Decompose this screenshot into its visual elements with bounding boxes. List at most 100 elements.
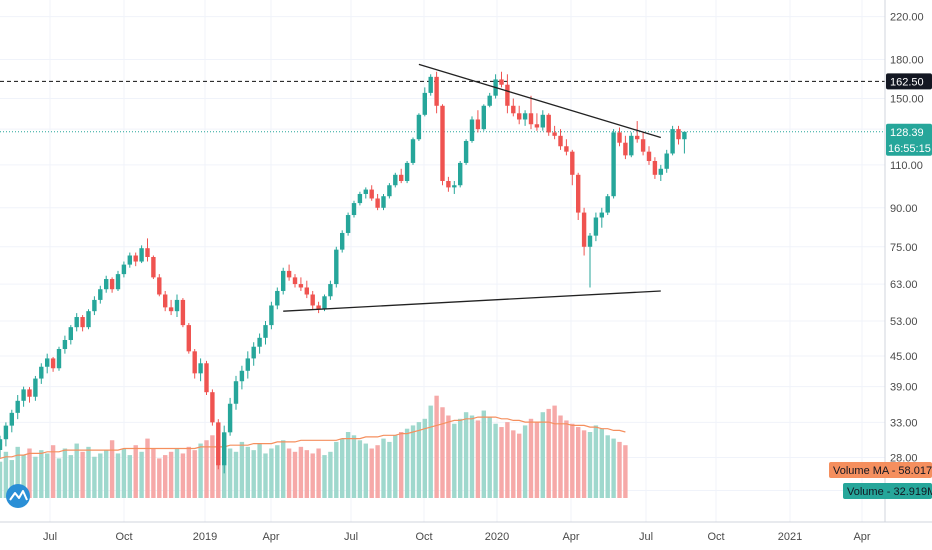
candle-body — [623, 142, 628, 156]
candle-body — [546, 114, 551, 133]
volume-bar — [322, 455, 327, 498]
candle-body — [658, 168, 663, 175]
volume-bar — [80, 451, 85, 498]
logo-mark — [9, 490, 28, 501]
candle-body — [174, 299, 180, 312]
volume-bar — [599, 428, 604, 498]
tradingview-logo-icon[interactable] — [6, 484, 30, 508]
volume-bar — [446, 415, 451, 498]
candle-body — [635, 135, 640, 140]
volume-bar — [534, 422, 540, 498]
candle-body — [587, 235, 593, 247]
price-tick-label: 90.00 — [890, 203, 918, 215]
volume-bar — [198, 443, 203, 498]
volume-bar — [351, 435, 357, 498]
volume-legend[interactable]: Volume - 32.919M — [843, 483, 932, 499]
candle-body — [292, 277, 298, 285]
candle-body — [92, 299, 97, 312]
volume-bar — [269, 448, 274, 498]
candle-body — [599, 212, 604, 218]
candle-body — [56, 349, 62, 369]
resistance-trendline[interactable] — [418, 63, 661, 139]
candle-body — [540, 114, 545, 128]
volume-bar — [422, 418, 427, 498]
volume-bar — [570, 423, 575, 498]
candle-body — [481, 105, 486, 130]
candle-body — [351, 203, 357, 216]
candle-body — [340, 232, 345, 250]
candle-body — [233, 381, 239, 404]
candle-body — [68, 327, 73, 341]
candle-body — [62, 340, 68, 350]
candle-body — [192, 351, 197, 374]
time-axis[interactable]: Jul Oct 2019 Apr Jul Oct 2020 Apr Jul Oct 2021 Apr — [0, 521, 932, 543]
candle-body — [469, 119, 475, 141]
candle-body — [511, 105, 516, 114]
high-price-tag: 162.50 — [886, 73, 932, 90]
volume-legend-text: Volume - 32.919M — [847, 486, 932, 498]
volume-bar — [133, 445, 138, 498]
volume-bar — [62, 448, 68, 498]
candle-body — [109, 279, 115, 290]
last-price-tag-text: 128.39 — [890, 127, 924, 139]
candle-body — [404, 162, 410, 182]
volume-bar — [475, 420, 481, 498]
candle-body — [157, 277, 162, 295]
time-tick-label: 2020 — [485, 531, 509, 543]
candle-body — [328, 284, 333, 297]
volume-ma-legend[interactable]: Volume MA - 58.017M — [829, 462, 932, 478]
candle-body — [446, 181, 451, 188]
volume-bar — [15, 446, 20, 498]
candle-body — [381, 196, 386, 208]
candle-body — [39, 366, 44, 379]
candle-body — [393, 174, 398, 186]
volume-bar — [440, 407, 445, 498]
volume-bar — [487, 417, 492, 498]
candle-body — [21, 389, 26, 401]
volume-bar — [558, 415, 563, 498]
volume-bar — [375, 445, 380, 498]
candle-body — [281, 270, 286, 291]
candle-body — [434, 76, 439, 106]
volume-bar — [275, 445, 280, 498]
candle-body — [304, 287, 309, 295]
volume-bar — [109, 440, 115, 498]
volume-bar — [127, 455, 132, 498]
volume-bar — [27, 448, 32, 498]
candle-body — [180, 299, 186, 326]
candles — [0, 71, 687, 474]
candle-body — [227, 403, 233, 433]
volume-bar — [9, 460, 14, 498]
candle-body — [534, 124, 540, 128]
volume-bar — [505, 422, 510, 498]
candle-body — [487, 95, 492, 106]
candle-body — [422, 92, 427, 115]
volume-bar — [192, 450, 197, 498]
time-tick-label: Jul — [639, 531, 653, 543]
candle-body — [251, 346, 256, 359]
price-tick-label: 110.00 — [890, 160, 923, 172]
volume-bar — [115, 453, 121, 498]
price-axis[interactable]: 220.00180.00150.00130.00110.0090.0075.00… — [884, 0, 924, 522]
candle-body — [552, 132, 557, 136]
volume-bar — [357, 440, 363, 498]
candle-body — [499, 79, 504, 85]
volume-bar — [416, 422, 422, 498]
volume-bar — [157, 458, 162, 498]
candle-body — [9, 412, 14, 426]
candle-body — [428, 76, 433, 93]
time-tick-label: Jul — [344, 531, 358, 543]
volume-bar — [263, 453, 268, 498]
candle-body — [682, 131, 687, 140]
volume-bar — [50, 445, 56, 498]
candle-body — [50, 358, 56, 369]
support-trendline[interactable] — [283, 290, 661, 312]
candle-body — [139, 248, 144, 262]
volume-bar — [39, 450, 44, 498]
candle-body — [357, 193, 363, 204]
volume-bar — [587, 432, 593, 498]
volume-bar — [393, 435, 398, 498]
volume-bar — [121, 448, 127, 498]
candle-body — [186, 325, 191, 352]
